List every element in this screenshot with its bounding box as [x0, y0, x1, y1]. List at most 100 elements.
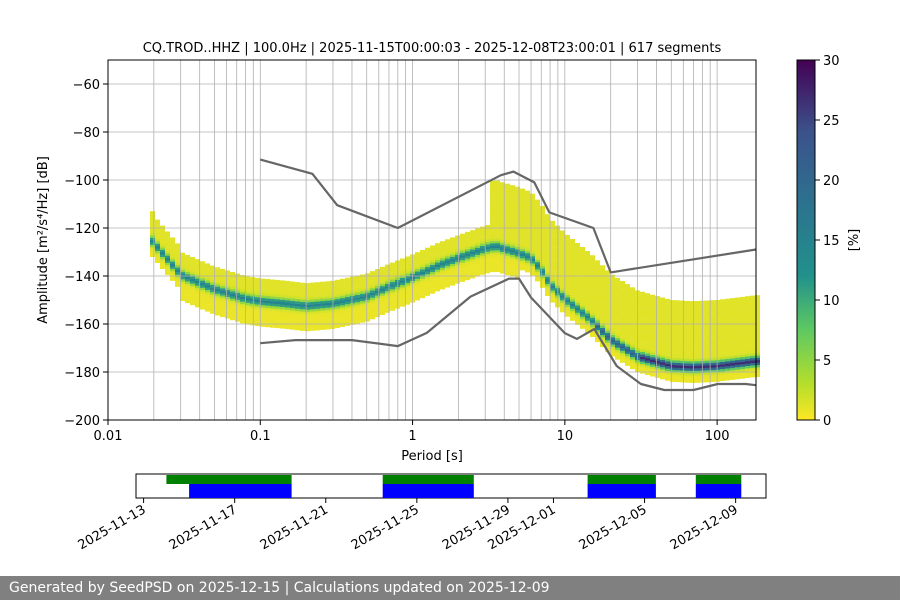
heat-cell	[725, 332, 730, 335]
heat-cell	[295, 320, 300, 324]
heat-cell	[325, 305, 330, 308]
heat-cell	[440, 258, 445, 261]
heat-cell	[320, 298, 325, 302]
heat-cell	[160, 252, 165, 255]
heat-cell	[645, 372, 650, 375]
heat-cell	[545, 279, 550, 282]
heat-cell	[325, 302, 330, 306]
heat-cell	[605, 347, 610, 350]
heat-cell	[695, 377, 700, 381]
heat-cell	[520, 236, 525, 240]
heat-cell	[430, 271, 435, 275]
heat-cell	[735, 319, 740, 322]
heat-cell	[640, 315, 645, 319]
heat-cell	[525, 200, 530, 203]
heat-cell	[580, 309, 585, 312]
heat-cell	[480, 241, 485, 244]
heat-cell	[570, 246, 575, 249]
heat-cell	[735, 355, 740, 358]
heat-cell	[670, 374, 675, 378]
heat-cell	[730, 360, 735, 364]
heat-cell	[425, 288, 430, 292]
heat-cell	[615, 280, 620, 283]
heat-cell	[250, 301, 255, 304]
heat-cell	[640, 335, 645, 338]
heat-cell	[540, 280, 545, 283]
heat-cell	[370, 292, 375, 296]
heat-cell	[615, 313, 620, 317]
heat-cell	[390, 303, 395, 306]
heat-cell	[435, 252, 440, 256]
heat-cell	[705, 348, 710, 352]
heat-cell	[680, 324, 685, 328]
heat-cell	[435, 255, 440, 258]
heat-cell	[300, 282, 305, 286]
heat-cell	[525, 193, 530, 196]
heat-cell	[740, 361, 745, 365]
heat-cell	[510, 185, 515, 188]
heat-cell	[740, 328, 745, 331]
heat-cell	[725, 329, 730, 333]
heat-cell	[385, 307, 390, 311]
heat-cell	[745, 325, 750, 328]
heat-cell	[330, 302, 335, 305]
heat-cell	[755, 309, 760, 313]
heat-cell	[225, 308, 230, 312]
heat-cell	[230, 310, 235, 313]
heat-cell	[260, 295, 265, 298]
heat-cell	[300, 323, 305, 327]
heat-cell	[525, 190, 530, 194]
heat-cell	[710, 338, 715, 342]
heat-cell	[640, 351, 645, 355]
heat-cell	[285, 321, 290, 325]
heat-cell	[515, 249, 520, 252]
heat-cell	[415, 283, 420, 286]
heat-cell	[705, 360, 710, 364]
heat-cell	[445, 275, 450, 278]
heat-cell	[235, 290, 240, 293]
heat-cell	[630, 294, 635, 298]
heat-cell	[640, 303, 645, 307]
heat-cell	[745, 353, 750, 357]
heat-cell	[210, 272, 215, 276]
heat-cell	[545, 221, 550, 224]
heat-cell	[450, 256, 455, 260]
heat-cell	[370, 273, 375, 277]
heat-cell	[340, 298, 345, 301]
heat-cell	[570, 251, 575, 254]
heat-cell	[705, 362, 710, 366]
heat-cell	[595, 293, 600, 297]
heat-cell	[590, 312, 595, 316]
heat-cell	[530, 253, 535, 257]
heat-cell	[575, 291, 580, 294]
heat-cell	[220, 283, 225, 286]
heat-cell	[695, 315, 700, 318]
heat-cell	[730, 367, 735, 371]
heat-cell	[205, 304, 210, 307]
heat-cell	[515, 208, 520, 211]
heat-cell	[640, 363, 645, 367]
heat-cell	[345, 311, 350, 314]
heat-cell	[595, 337, 600, 340]
heat-cell	[375, 300, 380, 303]
heat-cell	[210, 275, 215, 278]
heat-cell	[275, 279, 280, 283]
heat-cell	[720, 344, 725, 348]
heat-cell	[370, 287, 375, 291]
heat-cell	[625, 312, 630, 316]
heat-cell	[550, 254, 555, 257]
heat-cell	[710, 341, 715, 344]
heat-cell	[250, 313, 255, 316]
heat-cell	[375, 307, 380, 310]
heat-cell	[560, 268, 565, 272]
heat-cell	[305, 328, 310, 332]
heat-cell	[195, 297, 200, 301]
heat-cell	[520, 215, 525, 218]
heat-cell	[450, 273, 455, 276]
heat-cell	[755, 324, 760, 327]
heat-cell	[295, 282, 300, 285]
heat-cell	[610, 317, 615, 321]
heat-cell	[500, 254, 505, 257]
heat-cell	[540, 239, 545, 243]
heat-cell	[495, 262, 500, 265]
